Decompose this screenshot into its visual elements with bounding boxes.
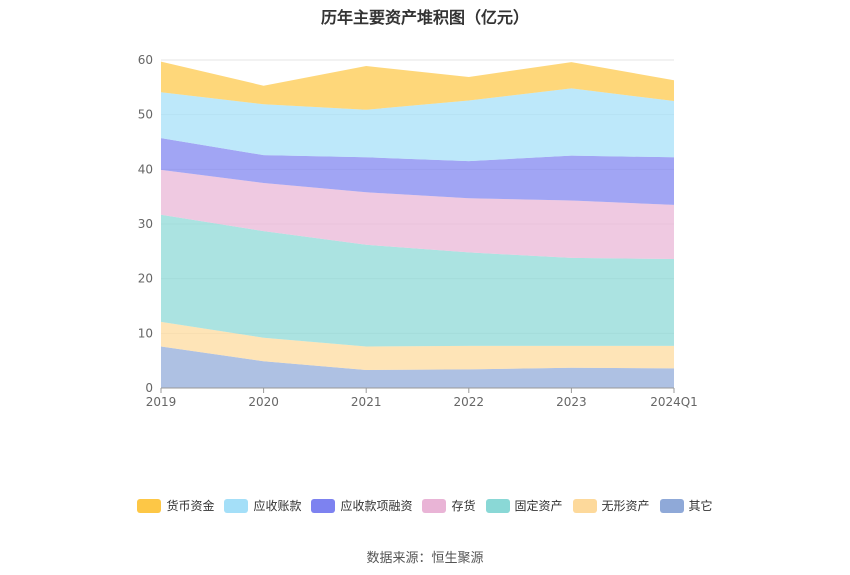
legend-label: 其它: [688, 499, 713, 513]
legend-item[interactable]: 固定资产: [485, 497, 563, 514]
area-series-1: [161, 346, 674, 388]
area-series-7: [161, 61, 674, 110]
legend-swatch: [572, 498, 597, 513]
y-tick-label: 60: [138, 53, 153, 67]
area-series: [161, 61, 674, 388]
legend-label: 应收账款: [253, 499, 302, 513]
legend-item[interactable]: 无形资产: [572, 497, 650, 514]
legend-swatch: [137, 498, 162, 513]
area-series-5: [161, 138, 674, 205]
legend-swatch: [485, 498, 510, 513]
chart-title: 历年主要资产堆积图（亿元）: [320, 8, 529, 27]
x-tick-label: 2023: [556, 395, 587, 409]
legend-swatch: [422, 498, 447, 513]
legend-item[interactable]: 货币资金: [137, 497, 214, 514]
x-tick-label: 2019: [146, 395, 177, 409]
legend-swatch: [659, 498, 684, 513]
x-tick-label: 2021: [351, 395, 382, 409]
legend-item[interactable]: 存货: [422, 497, 476, 514]
data-source: 数据来源：恒生聚源: [366, 551, 484, 566]
legend-item[interactable]: 其它: [659, 497, 713, 514]
legend-label: 应收款项融资: [340, 499, 413, 513]
area-series-2: [161, 321, 674, 370]
y-tick-label: 20: [138, 272, 153, 286]
legend: 货币资金 应收账款 应收款项融资 存货 固定资产 无形资产 其它: [0, 497, 850, 514]
axes: 0 10 20 30 40 50 60 2019 2020 2021 2022 2023 2024Q1: [138, 53, 698, 409]
legend-label: 固定资产: [514, 499, 563, 513]
x-tick-label: 2024Q1: [650, 395, 698, 409]
y-tick-label: 40: [138, 162, 153, 176]
area-series-3: [161, 214, 674, 347]
y-tick-label: 30: [138, 217, 153, 231]
y-tick-label: 50: [138, 108, 153, 122]
area-series-6: [161, 88, 674, 162]
legend-item[interactable]: 应收款项融资: [311, 497, 412, 514]
legend-label: 货币资金: [166, 499, 215, 513]
x-tick-label: 2022: [454, 395, 485, 409]
y-tick-label: 10: [138, 326, 153, 340]
legend-swatch: [224, 498, 249, 513]
legend-swatch: [311, 498, 336, 513]
y-tick-label: 0: [145, 381, 153, 395]
legend-label: 无形资产: [601, 499, 650, 513]
legend-item[interactable]: 应收账款: [224, 497, 301, 514]
legend-label: 存货: [451, 499, 476, 513]
area-series-4: [161, 169, 674, 259]
x-tick-label: 2020: [248, 395, 279, 409]
